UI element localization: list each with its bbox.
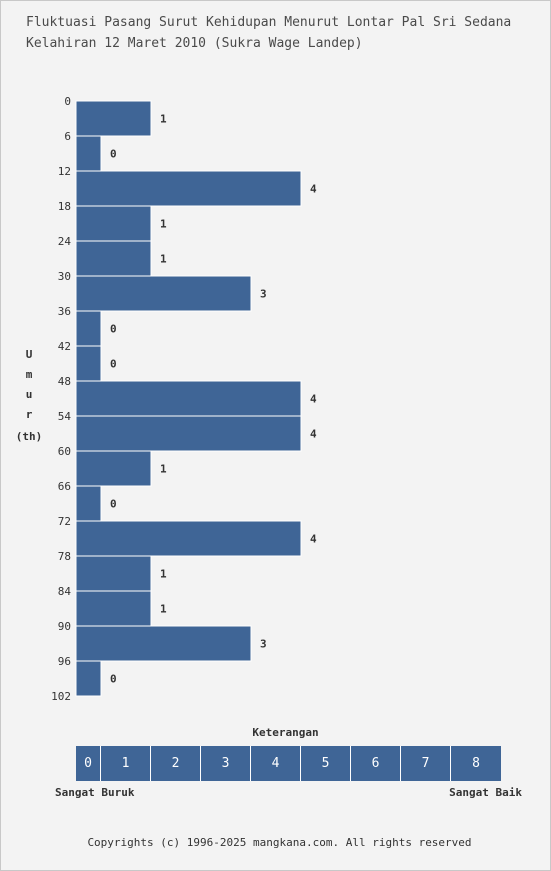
legend-scale-cell: 7: [401, 746, 451, 781]
y-tick-label: 78: [58, 550, 71, 563]
bar: [75, 590, 152, 627]
copyright-footer: Copyrights (c) 1996-2025 mangkana.com. A…: [87, 836, 472, 849]
legend-scale-cell: 5: [301, 746, 351, 781]
y-tick-label: 66: [58, 480, 71, 493]
bar: [75, 240, 152, 277]
bar-value-label: 4: [310, 428, 317, 441]
bar-chart: 0612182430364248546066727884909610210411…: [51, 95, 317, 703]
legend-scale-cell: 8: [451, 746, 501, 781]
bar: [75, 450, 152, 487]
y-tick-label: 102: [51, 690, 71, 703]
bar-value-label: 1: [160, 253, 167, 266]
y-tick-label: 48: [58, 375, 71, 388]
bar: [75, 345, 102, 382]
y-tick-label: 30: [58, 270, 71, 283]
bar: [75, 625, 252, 662]
legend-scale-cell: 0: [76, 746, 101, 781]
bar-value-label: 0: [110, 148, 117, 161]
y-tick-label: 54: [58, 410, 72, 423]
bar: [75, 415, 302, 452]
y-tick-label: 36: [58, 305, 71, 318]
y-tick-label: 18: [58, 200, 71, 213]
bar: [75, 660, 102, 697]
bar-value-label: 0: [110, 498, 117, 511]
chart-title-line-1: Fluktuasi Pasang Surut Kehidupan Menurut…: [26, 15, 512, 30]
bar: [75, 170, 302, 207]
bar: [75, 100, 152, 137]
bar: [75, 275, 252, 312]
bar: [75, 555, 152, 592]
bar-value-label: 1: [160, 603, 167, 616]
y-tick-label: 72: [58, 515, 71, 528]
bar-value-label: 0: [110, 323, 117, 336]
bar: [75, 520, 302, 557]
y-axis-label-char: r: [25, 408, 33, 421]
bar-value-label: 3: [260, 288, 267, 301]
y-axis-unit: (th): [15, 430, 43, 443]
legend-scale-cell: 2: [151, 746, 201, 781]
bar: [75, 205, 152, 242]
y-axis-label-char: U: [25, 348, 33, 361]
bar-value-label: 4: [310, 393, 317, 406]
y-tick-label: 0: [64, 95, 71, 108]
bar: [75, 135, 102, 172]
y-axis-label-char: m: [25, 368, 33, 381]
legend-low-label: Sangat Buruk: [55, 786, 135, 799]
bar-value-label: 0: [110, 673, 117, 686]
legend-scale-cell: 1: [101, 746, 151, 781]
y-tick-label: 84: [58, 585, 72, 598]
bar-value-label: 1: [160, 568, 167, 581]
y-tick-label: 42: [58, 340, 71, 353]
legend-scale-cell: 6: [351, 746, 401, 781]
bar-value-label: 1: [160, 113, 167, 126]
y-axis-label-char: u: [25, 388, 33, 401]
bar: [75, 310, 102, 347]
bar: [75, 485, 102, 522]
bar: [75, 380, 302, 417]
bar-value-label: 0: [110, 358, 117, 371]
y-tick-label: 6: [64, 130, 71, 143]
y-tick-label: 96: [58, 655, 71, 668]
legend-high-label: Sangat Baik: [449, 786, 522, 799]
y-tick-label: 60: [58, 445, 71, 458]
legend-scale-cell: 4: [251, 746, 301, 781]
legend-title: Keterangan: [252, 726, 319, 739]
bar-value-label: 4: [310, 533, 317, 546]
chart-title-line-2: Kelahiran 12 Maret 2010 (Sukra Wage Land…: [26, 36, 363, 51]
legend-scale-cell: 3: [201, 746, 251, 781]
y-axis-label: U m u r (th): [11, 345, 47, 445]
bar-value-label: 1: [160, 463, 167, 476]
y-tick-label: 90: [58, 620, 71, 633]
bar-value-label: 3: [260, 638, 267, 651]
y-tick-label: 24: [58, 235, 72, 248]
y-tick-label: 12: [58, 165, 71, 178]
bar-value-label: 4: [310, 183, 317, 196]
bar-value-label: 1: [160, 218, 167, 231]
